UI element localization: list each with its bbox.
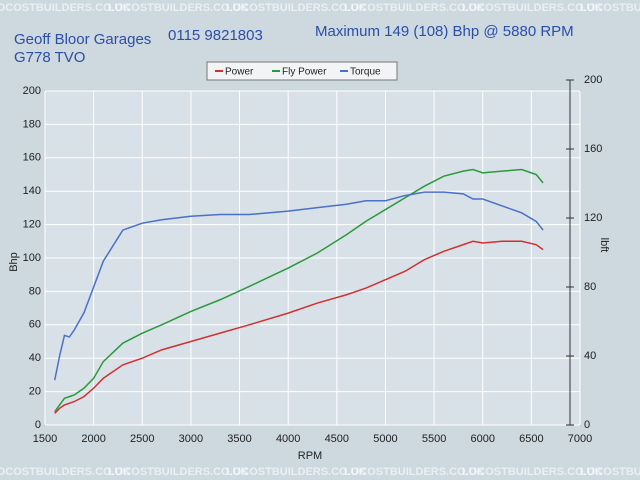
y2-axis-label: lbft bbox=[598, 238, 610, 253]
series-line bbox=[54, 168, 544, 413]
chart-title: Maximum 149 (108) Bhp @ 5880 RPM bbox=[315, 23, 574, 40]
legend-label: Power bbox=[225, 67, 254, 78]
y-tick-label: 20 bbox=[29, 386, 41, 398]
y-tick-label: 120 bbox=[23, 219, 41, 231]
x-tick-label: 5500 bbox=[422, 433, 446, 445]
x-tick-label: 2500 bbox=[130, 433, 154, 445]
watermark: LOCOSTBUILDERS.CO.UK bbox=[0, 466, 131, 478]
x-tick-label: 3000 bbox=[179, 433, 203, 445]
watermark: LOCOSTBUILDERS.CO.UK bbox=[344, 466, 485, 478]
x-tick-label: 7000 bbox=[568, 433, 592, 445]
watermark: LOCOSTBUILDERS.CO.UK bbox=[108, 466, 249, 478]
y2-tick-label: 40 bbox=[584, 350, 596, 362]
y2-tick-label: 120 bbox=[584, 212, 602, 224]
y2-tick-label: 160 bbox=[584, 143, 602, 155]
registration: G778 TVO bbox=[14, 49, 85, 66]
y-tick-label: 0 bbox=[35, 419, 41, 431]
watermark: LOCOSTBUILDERS.CO.UK bbox=[580, 2, 640, 14]
y-tick-label: 200 bbox=[23, 85, 41, 97]
y-tick-label: 40 bbox=[29, 352, 41, 364]
watermark: LOCOSTBUILDERS.CO.UK bbox=[580, 466, 640, 478]
watermark: LOCOSTBUILDERS.CO.UK bbox=[344, 2, 485, 14]
y2-tick-label: 0 bbox=[584, 419, 590, 431]
y2-tick-label: 200 bbox=[584, 74, 602, 86]
watermark: LOCOSTBUILDERS.CO.UK bbox=[226, 2, 367, 14]
legend bbox=[206, 61, 398, 81]
y-tick-label: 180 bbox=[23, 118, 41, 130]
legend-label: Fly Power bbox=[282, 67, 327, 78]
y-tick-label: 60 bbox=[29, 319, 41, 331]
watermark: LOCOSTBUILDERS.CO.UK bbox=[226, 466, 367, 478]
watermark: LOCOSTBUILDERS.CO.UK bbox=[462, 2, 603, 14]
company: Geoff Bloor Garages bbox=[14, 31, 151, 48]
y-tick-label: 80 bbox=[29, 285, 41, 297]
y-tick-label: 100 bbox=[23, 252, 41, 264]
x-axis-label: RPM bbox=[298, 450, 322, 462]
watermark: LOCOSTBUILDERS.CO.UK bbox=[108, 2, 249, 14]
y2-tick-label: 80 bbox=[584, 281, 596, 293]
legend-label: Torque bbox=[350, 67, 381, 78]
y-axis-label: Bhp bbox=[8, 252, 20, 272]
x-tick-label: 3500 bbox=[227, 433, 251, 445]
x-tick-label: 4500 bbox=[325, 433, 349, 445]
x-tick-label: 4000 bbox=[276, 433, 300, 445]
x-tick-label: 1500 bbox=[33, 433, 57, 445]
x-tick-label: 5000 bbox=[373, 433, 397, 445]
y-tick-label: 140 bbox=[23, 185, 41, 197]
watermark: LOCOSTBUILDERS.CO.UK bbox=[0, 2, 131, 14]
phone: 0115 9821803 bbox=[168, 27, 263, 44]
x-tick-label: 2000 bbox=[81, 433, 105, 445]
series-line bbox=[53, 191, 544, 381]
y-tick-label: 160 bbox=[23, 152, 41, 164]
x-tick-label: 6500 bbox=[519, 433, 543, 445]
x-tick-label: 6000 bbox=[470, 433, 494, 445]
watermark: LOCOSTBUILDERS.CO.UK bbox=[462, 466, 603, 478]
series-line bbox=[54, 240, 544, 414]
